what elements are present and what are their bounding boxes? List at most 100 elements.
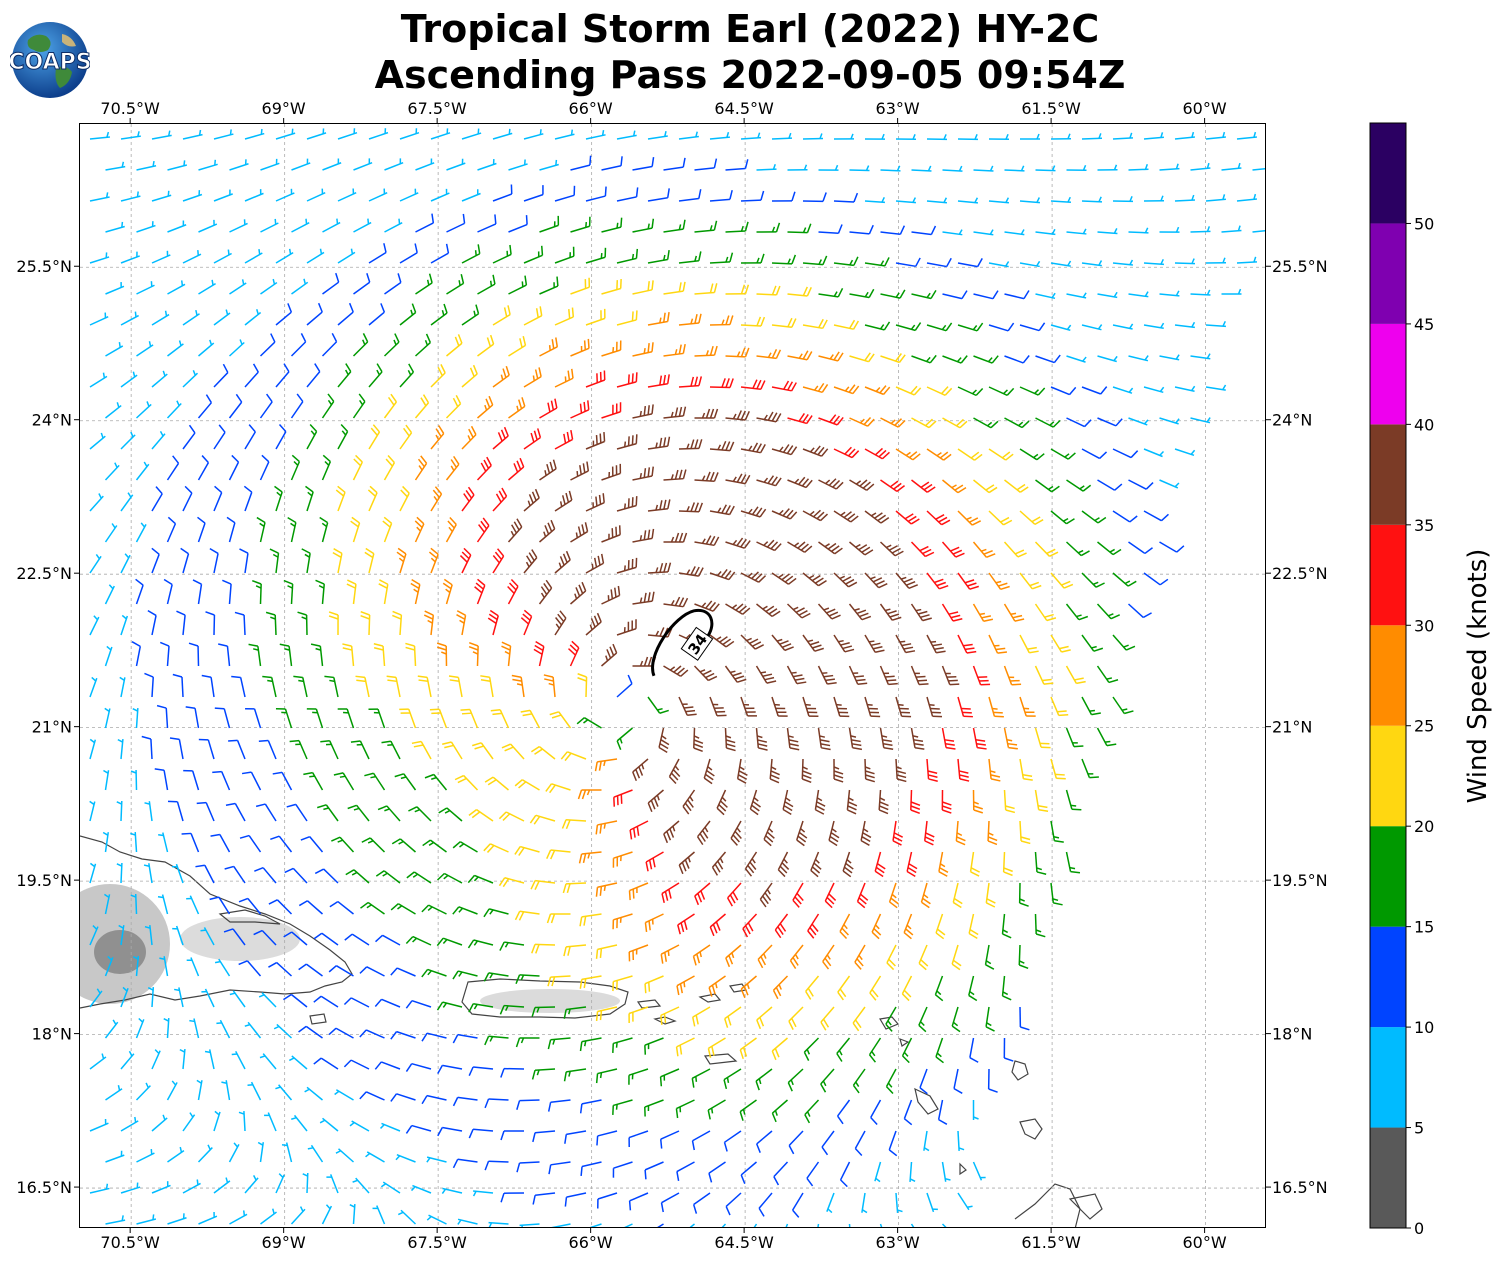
wind-barb bbox=[589, 1223, 602, 1227]
wind-barb bbox=[1128, 291, 1149, 298]
wind-barb bbox=[239, 548, 249, 574]
wind-barb bbox=[647, 250, 670, 264]
wind-barb bbox=[826, 1192, 835, 1214]
wind-barb bbox=[329, 900, 354, 915]
wind-barb bbox=[1159, 354, 1180, 361]
wind-barb bbox=[492, 487, 508, 512]
wind-barb bbox=[988, 572, 1010, 591]
wind-barb bbox=[120, 553, 131, 574]
lon-label-bottom: 69°W bbox=[262, 1233, 306, 1252]
wind-barb bbox=[755, 727, 768, 751]
wind-barb bbox=[616, 496, 638, 512]
wind-barb bbox=[335, 1148, 354, 1163]
wind-barb bbox=[595, 882, 618, 897]
wind-barb bbox=[942, 355, 968, 364]
map-panel[interactable]: 34 bbox=[79, 123, 1266, 1228]
wind-barb bbox=[771, 132, 793, 140]
wind-barb bbox=[663, 343, 686, 357]
wind-barb bbox=[756, 539, 782, 552]
wind-barb bbox=[304, 1086, 323, 1101]
wind-barb bbox=[228, 1142, 240, 1163]
wind-barb bbox=[1035, 292, 1056, 300]
wind-barb bbox=[89, 131, 110, 140]
wind-barb bbox=[953, 1068, 963, 1094]
wind-barb bbox=[539, 398, 558, 419]
wind-barb bbox=[188, 642, 200, 667]
wind-barb bbox=[554, 185, 576, 202]
wind-barb bbox=[197, 1144, 213, 1163]
wind-barb bbox=[213, 363, 229, 388]
wind-barb bbox=[782, 789, 794, 816]
wind-barb bbox=[180, 547, 190, 574]
wind-barb bbox=[244, 1021, 262, 1039]
wind-barb bbox=[1004, 417, 1030, 429]
wind-barb bbox=[595, 820, 618, 835]
wind-barb bbox=[472, 742, 494, 760]
wind-barb bbox=[414, 394, 430, 419]
wind-barb bbox=[1221, 288, 1242, 295]
wind-barb bbox=[365, 1151, 385, 1163]
wind-barb bbox=[1035, 165, 1056, 172]
wind-barb bbox=[228, 454, 240, 481]
wind-barb bbox=[570, 461, 590, 481]
wind-barb bbox=[89, 553, 102, 574]
wind-barb bbox=[647, 311, 670, 326]
wind-barb bbox=[616, 619, 637, 636]
wind-barb bbox=[135, 1082, 151, 1101]
wind-barb bbox=[570, 338, 590, 357]
wind-barb bbox=[942, 165, 963, 172]
wind-barb bbox=[787, 286, 812, 297]
wind-barb bbox=[678, 566, 704, 577]
wind-barb bbox=[1019, 696, 1036, 717]
wind-barb bbox=[317, 804, 339, 822]
wind-barb bbox=[229, 990, 246, 1008]
wind-barb bbox=[275, 363, 290, 388]
wind-barb bbox=[833, 758, 844, 783]
wind-barb bbox=[545, 783, 571, 794]
wind-barb bbox=[926, 322, 953, 332]
wind-barb bbox=[740, 506, 767, 518]
wind-barb bbox=[1081, 634, 1104, 652]
wind-barb bbox=[957, 386, 984, 397]
wind-barb bbox=[421, 1032, 447, 1042]
wind-barb bbox=[988, 197, 1010, 204]
wind-barb bbox=[911, 289, 937, 300]
wind-barb bbox=[957, 696, 973, 718]
wind-barb bbox=[1112, 634, 1136, 651]
wind-barb bbox=[785, 1223, 789, 1227]
wind-barb bbox=[151, 310, 170, 326]
wind-barb bbox=[260, 218, 279, 233]
wind-barb bbox=[833, 319, 860, 330]
wind-barb bbox=[895, 510, 920, 525]
wind-barb bbox=[957, 448, 983, 461]
wind-barb bbox=[787, 476, 813, 489]
wind-barb bbox=[864, 634, 885, 653]
wind-barb bbox=[490, 709, 510, 729]
wind-barb bbox=[214, 958, 231, 977]
wind-barb bbox=[405, 642, 417, 667]
colorbar-tick-label: 15 bbox=[1414, 918, 1434, 937]
wind-barb bbox=[480, 675, 494, 698]
wind-barb bbox=[694, 408, 719, 419]
wind-barb bbox=[197, 394, 213, 419]
wind-barb bbox=[864, 572, 888, 589]
wind-barb bbox=[430, 364, 446, 388]
wind-barb bbox=[879, 541, 904, 557]
wind-barb bbox=[275, 1084, 293, 1101]
wind-barb bbox=[1081, 133, 1103, 140]
wind-barb bbox=[147, 610, 157, 636]
lon-label-bottom: 66°W bbox=[569, 1233, 613, 1252]
logo-text: COAPS bbox=[10, 50, 90, 75]
wind-barb bbox=[539, 159, 559, 171]
wind-barb bbox=[395, 1154, 416, 1163]
wind-barb bbox=[864, 447, 890, 460]
wind-barb bbox=[105, 1085, 123, 1101]
wind-barb bbox=[972, 1161, 986, 1181]
wind-barb bbox=[1221, 225, 1242, 233]
wind-barb bbox=[373, 642, 386, 667]
wind-barb bbox=[437, 1064, 463, 1075]
wind-barb bbox=[484, 1035, 509, 1046]
wind-barb bbox=[547, 1037, 571, 1050]
wind-barb bbox=[359, 1091, 385, 1101]
wind-barb bbox=[288, 1055, 308, 1070]
